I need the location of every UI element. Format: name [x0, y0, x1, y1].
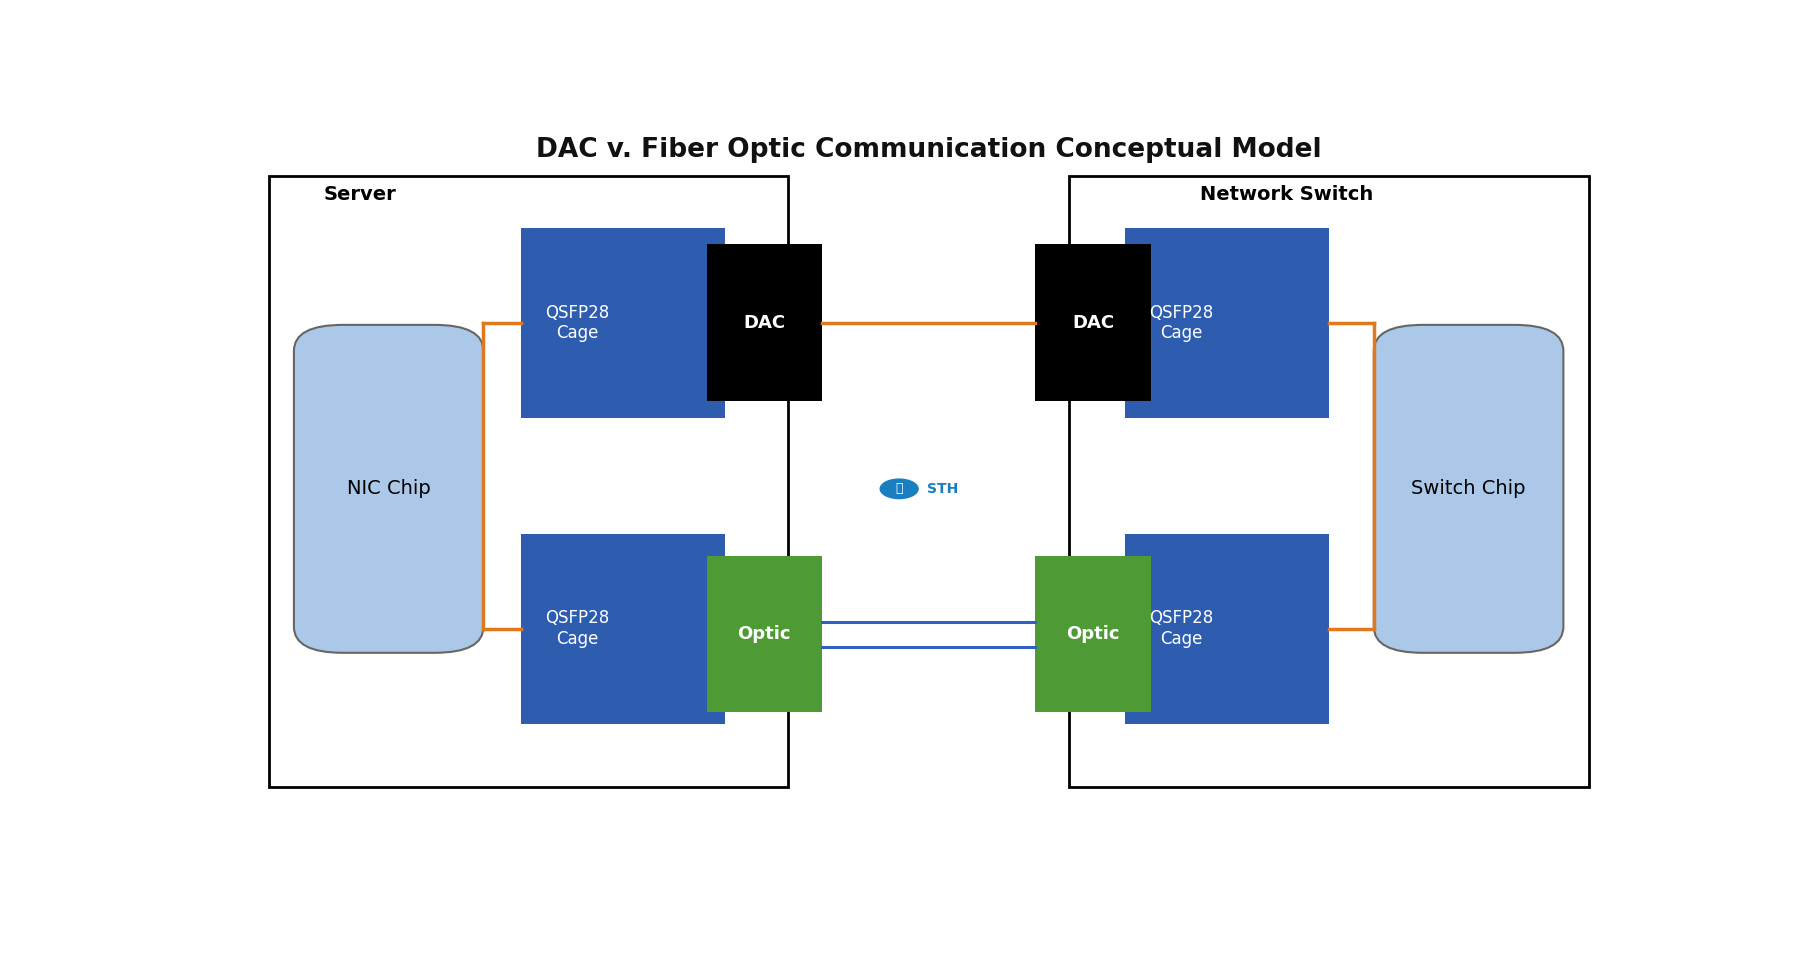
FancyBboxPatch shape [1125, 533, 1328, 724]
FancyBboxPatch shape [707, 244, 823, 401]
FancyBboxPatch shape [1035, 244, 1151, 401]
Text: Switch Chip: Switch Chip [1412, 479, 1526, 499]
Text: NIC Chip: NIC Chip [346, 479, 431, 499]
FancyBboxPatch shape [522, 533, 725, 724]
Text: QSFP28
Cage: QSFP28 Cage [545, 609, 609, 648]
FancyBboxPatch shape [1125, 227, 1328, 418]
FancyBboxPatch shape [294, 325, 484, 652]
Text: STH: STH [928, 482, 959, 496]
Text: DAC: DAC [743, 314, 785, 332]
Text: Server: Server [324, 185, 397, 204]
Text: Optic: Optic [737, 625, 792, 643]
Text: QSFP28
Cage: QSFP28 Cage [1149, 609, 1214, 648]
Circle shape [879, 478, 919, 499]
Text: DAC: DAC [1073, 314, 1114, 332]
FancyBboxPatch shape [522, 227, 725, 418]
Text: QSFP28
Cage: QSFP28 Cage [545, 304, 609, 343]
Text: Optic: Optic [1065, 625, 1120, 643]
FancyBboxPatch shape [1373, 325, 1564, 652]
FancyBboxPatch shape [268, 176, 788, 787]
Text: Network Switch: Network Switch [1200, 185, 1373, 204]
FancyBboxPatch shape [707, 556, 823, 712]
Text: ⦿: ⦿ [895, 482, 902, 496]
Text: DAC v. Fiber Optic Communication Conceptual Model: DAC v. Fiber Optic Communication Concept… [536, 136, 1321, 163]
Text: QSFP28
Cage: QSFP28 Cage [1149, 304, 1214, 343]
FancyBboxPatch shape [1069, 176, 1589, 787]
FancyBboxPatch shape [1035, 556, 1151, 712]
